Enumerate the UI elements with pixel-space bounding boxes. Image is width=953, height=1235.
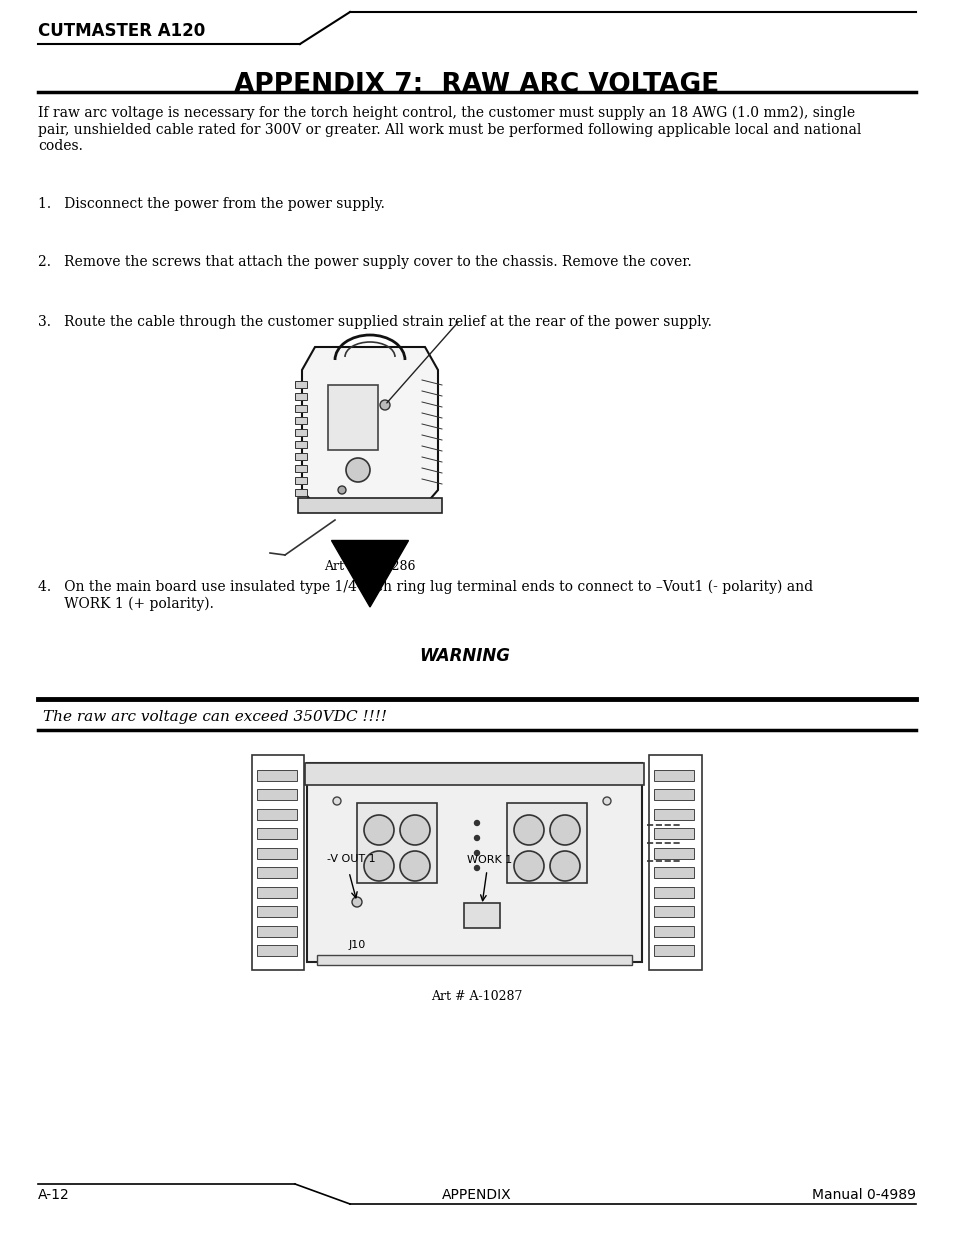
Bar — [316, 955, 631, 965]
Bar — [506, 803, 586, 883]
Bar — [297, 498, 441, 513]
Polygon shape — [302, 347, 437, 505]
Text: A-12: A-12 — [38, 1188, 70, 1202]
Bar — [256, 867, 296, 878]
Circle shape — [550, 851, 579, 881]
Circle shape — [337, 487, 346, 494]
Circle shape — [364, 851, 394, 881]
Text: Manual 0-4989: Manual 0-4989 — [811, 1188, 915, 1202]
Bar — [256, 906, 296, 918]
Text: APPENDIX 7:  RAW ARC VOLTAGE: APPENDIX 7: RAW ARC VOLTAGE — [234, 72, 719, 98]
Circle shape — [364, 815, 394, 845]
Bar — [654, 827, 693, 839]
Text: -V OUT 1: -V OUT 1 — [327, 853, 375, 864]
Text: 4.   On the main board use insulated type 1/4-inch ring lug terminal ends to con: 4. On the main board use insulated type … — [38, 580, 812, 594]
Text: If raw arc voltage is necessary for the torch height control, the customer must : If raw arc voltage is necessary for the … — [38, 106, 861, 153]
Bar — [654, 945, 693, 956]
Bar — [305, 763, 643, 785]
Circle shape — [550, 815, 579, 845]
Bar — [648, 755, 701, 969]
Bar — [256, 789, 296, 800]
Bar — [654, 887, 693, 898]
Bar — [654, 789, 693, 800]
Text: J10: J10 — [349, 940, 366, 950]
Circle shape — [399, 815, 430, 845]
Circle shape — [474, 851, 479, 856]
Text: WORK 1: WORK 1 — [467, 855, 512, 864]
Bar — [654, 809, 693, 820]
Bar — [252, 755, 304, 969]
Bar — [654, 867, 693, 878]
Bar — [654, 769, 693, 781]
Bar — [294, 382, 307, 388]
Circle shape — [514, 815, 543, 845]
Bar — [294, 477, 307, 484]
Bar — [256, 926, 296, 937]
Text: Art # A-10286: Art # A-10286 — [324, 559, 416, 573]
Bar — [256, 769, 296, 781]
Bar — [654, 906, 693, 918]
Bar — [256, 827, 296, 839]
Bar — [256, 848, 296, 860]
Text: WARNING: WARNING — [418, 647, 509, 664]
Text: APPENDIX: APPENDIX — [442, 1188, 511, 1202]
Bar — [294, 405, 307, 412]
Bar — [328, 385, 377, 450]
Bar — [356, 803, 436, 883]
Bar — [294, 429, 307, 436]
Circle shape — [474, 820, 479, 825]
Bar — [294, 489, 307, 496]
Bar — [463, 903, 499, 927]
Circle shape — [474, 866, 479, 871]
Text: 1.   Disconnect the power from the power supply.: 1. Disconnect the power from the power s… — [38, 198, 384, 211]
Circle shape — [514, 851, 543, 881]
Bar — [294, 453, 307, 459]
Text: !: ! — [363, 653, 376, 683]
Bar — [294, 441, 307, 448]
Bar — [654, 848, 693, 860]
Circle shape — [346, 458, 370, 482]
Bar — [256, 887, 296, 898]
Bar — [294, 466, 307, 472]
Text: 2.   Remove the screws that attach the power supply cover to the chassis. Remove: 2. Remove the screws that attach the pow… — [38, 254, 691, 269]
Text: CUTMASTER A120: CUTMASTER A120 — [38, 22, 205, 40]
Circle shape — [333, 797, 340, 805]
Text: 3.   Route the cable through the customer supplied strain relief at the rear of : 3. Route the cable through the customer … — [38, 315, 711, 329]
Bar — [654, 926, 693, 937]
Bar — [307, 763, 641, 962]
Circle shape — [602, 797, 610, 805]
Circle shape — [379, 400, 390, 410]
Circle shape — [474, 836, 479, 841]
Text: The raw arc voltage can exceed 350VDC !!!!: The raw arc voltage can exceed 350VDC !!… — [43, 709, 387, 724]
Text: WORK 1 (+ polarity).: WORK 1 (+ polarity). — [38, 597, 213, 611]
Bar — [294, 417, 307, 424]
Bar — [294, 393, 307, 400]
Bar — [256, 809, 296, 820]
Bar — [256, 945, 296, 956]
Text: Art # A-10287: Art # A-10287 — [431, 990, 522, 1003]
Circle shape — [399, 851, 430, 881]
Circle shape — [352, 897, 361, 906]
Polygon shape — [331, 541, 408, 606]
